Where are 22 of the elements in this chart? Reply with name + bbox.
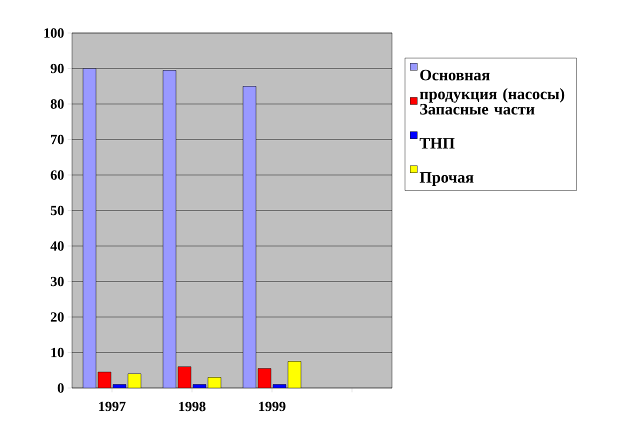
y-tick-label: 30 [50, 276, 64, 286]
y-tick-label: 50 [50, 206, 64, 216]
y-tick-label: 100 [44, 28, 64, 38]
y-tick-label: 80 [50, 99, 64, 109]
y-tick-label: 20 [50, 312, 64, 322]
bar [82, 68, 96, 388]
legend-label: Прочая [420, 172, 474, 186]
legend-label: ТНП [420, 138, 455, 148]
bar [288, 361, 302, 388]
x-tick-label: 1997 [99, 402, 126, 412]
x-tick-label: 1998 [179, 402, 206, 412]
y-tick-label: 60 [50, 170, 64, 180]
x-tick-label: 1999 [259, 402, 286, 412]
bar [162, 70, 176, 388]
y-tick-label: 10 [51, 348, 64, 358]
y-tick-label: 0 [58, 383, 64, 393]
y-tick-label: 40 [50, 241, 64, 251]
y-tick-label: 90 [50, 64, 64, 74]
legend-label: Запасные части [420, 104, 535, 115]
y-tick-label: 70 [51, 134, 64, 144]
bar [242, 86, 256, 388]
legend-label: Основная продукция (насосы) [420, 70, 564, 103]
